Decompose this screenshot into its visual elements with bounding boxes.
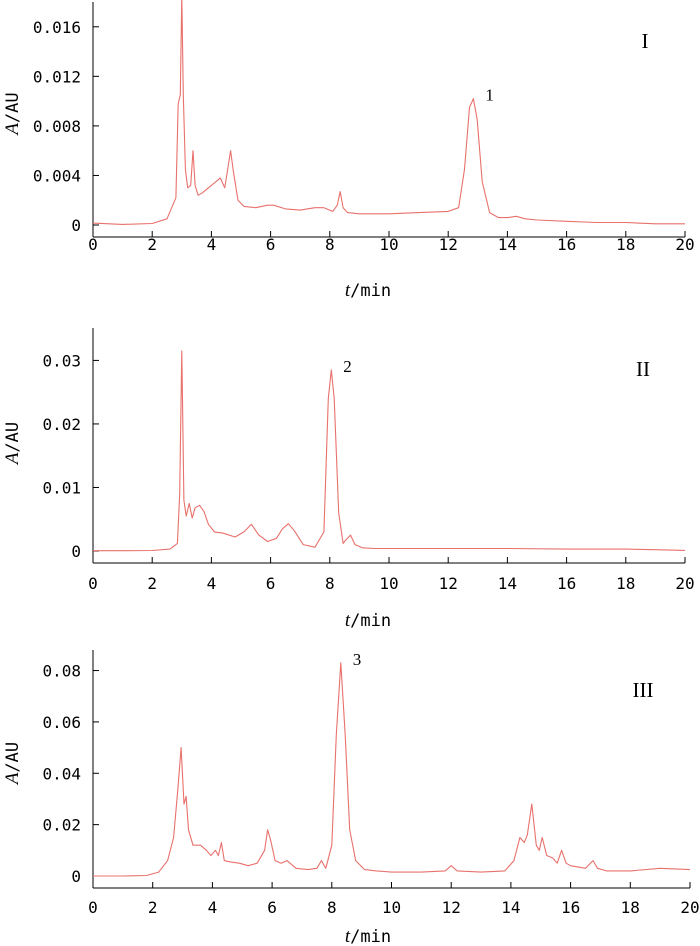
x-tick-label: 10 — [382, 898, 401, 917]
x-axis-title: t/min — [345, 926, 391, 946]
y-tick-label: 0 — [71, 867, 81, 886]
x-tick-label: 20 — [675, 574, 694, 593]
y-tick-label: 0.008 — [33, 117, 81, 136]
y-tick-label: 0.016 — [33, 18, 81, 37]
panel-label: II — [636, 357, 650, 381]
y-tick-label: 0.012 — [33, 67, 81, 86]
x-tick-label: 16 — [557, 574, 576, 593]
x-axis-title-unit: /min — [350, 611, 391, 631]
x-tick-label: 18 — [616, 235, 635, 254]
x-tick-label: 0 — [88, 235, 98, 254]
chromatogram-trace — [93, 662, 691, 877]
x-axis-title-unit: /min — [350, 281, 391, 301]
x-tick-label: 18 — [616, 574, 635, 593]
x-tick-label: 18 — [621, 898, 640, 917]
x-tick-label: 6 — [266, 574, 276, 593]
x-tick-label: 4 — [207, 235, 217, 254]
x-axis-title-symbol: t — [345, 610, 351, 631]
x-tick-label: 6 — [267, 898, 277, 917]
y-axis-title-symbol: A — [2, 772, 23, 786]
y-tick-label: 0.06 — [42, 713, 81, 732]
x-tick-label: 14 — [498, 235, 517, 254]
x-axis-title-symbol: t — [345, 280, 351, 301]
x-tick-label: 10 — [379, 235, 398, 254]
x-tick-label: 8 — [325, 235, 335, 254]
y-tick-label: 0.01 — [42, 478, 81, 497]
chromatogram-panel-3: 0 2 4 6 8 10 12 14 16 18 20 0 0.02 0.04 0.06 0.08 t/min A… — [2, 650, 700, 946]
chromatogram-panel-1: 0 2 4 6 8 10 12 14 16 18 2000.0040.0080.0120.016t/… — [2, 0, 695, 301]
x-tick-label: 2 — [147, 574, 157, 593]
peak-label: 3 — [353, 650, 362, 669]
peak-label: 1 — [485, 86, 494, 105]
y-tick-label: 0.02 — [42, 415, 81, 434]
x-tick-label: 20 — [675, 235, 694, 254]
x-axis-title: t/min — [345, 280, 391, 301]
x-tick-label: 0 — [88, 574, 98, 593]
y-axis-title-unit: /AU — [3, 92, 23, 123]
x-tick-label: 2 — [148, 898, 158, 917]
x-tick-label: 16 — [561, 898, 580, 917]
x-tick-label: 14 — [498, 574, 517, 593]
chromatogram-panel-2: 0 2 4 6 8 10 12 14 16 18 20 0 0.01 0.02 0.03 t/min A/AU 2… — [2, 328, 695, 631]
x-tick-label: 10 — [379, 574, 398, 593]
y-axis-title: A/AU — [2, 422, 23, 466]
y-tick-label: 0.02 — [42, 816, 81, 835]
x-tick-label: 4 — [208, 898, 218, 917]
y-tick-label: 0.004 — [33, 166, 81, 185]
panel-label: III — [633, 678, 654, 702]
y-axis-title-unit: /AU — [3, 742, 23, 773]
y-axis-title: A/AU — [2, 92, 23, 136]
x-tick-label: 12 — [439, 235, 458, 254]
y-tick-label: 0 — [71, 216, 81, 235]
x-tick-label: 2 — [147, 235, 157, 254]
x-tick-label: 0 — [88, 898, 98, 917]
panel-label: I — [642, 29, 649, 53]
y-tick-label: 0.03 — [42, 351, 81, 370]
y-axis-title-unit: /AU — [3, 422, 23, 453]
y-axis-title-symbol: A — [2, 123, 23, 137]
x-tick-label: 4 — [207, 574, 217, 593]
y-tick-label: 0.04 — [42, 764, 81, 783]
x-tick-label: 8 — [327, 898, 337, 917]
x-tick-label: 12 — [442, 898, 461, 917]
x-tick-label: 12 — [439, 574, 458, 593]
x-tick-label: 8 — [325, 574, 335, 593]
y-axis-title-symbol: A — [2, 452, 23, 466]
x-axis-title: t/min — [345, 610, 391, 631]
y-tick-label: 0.08 — [42, 662, 81, 681]
chromatogram-trace — [92, 0, 685, 225]
x-tick-label: 14 — [501, 898, 520, 917]
y-tick-label: 0 — [71, 542, 81, 561]
x-axis-title-unit: /min — [350, 927, 391, 946]
peak-label: 2 — [343, 357, 352, 376]
x-tick-label: 6 — [266, 235, 276, 254]
x-tick-label: 16 — [557, 235, 576, 254]
x-tick-label: 20 — [680, 898, 699, 917]
y-axis-title: A/AU — [2, 742, 23, 786]
chromatogram-trace — [93, 350, 686, 552]
x-axis-title-symbol: t — [345, 926, 351, 946]
